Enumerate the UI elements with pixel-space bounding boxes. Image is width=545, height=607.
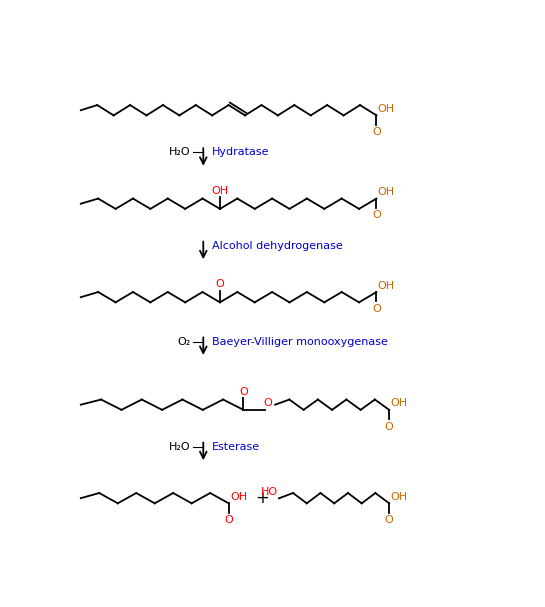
Text: Baeyer-Villiger monooxygenase: Baeyer-Villiger monooxygenase [212, 337, 387, 347]
Text: OH: OH [378, 104, 395, 114]
Text: O: O [385, 421, 393, 432]
Text: OH: OH [390, 398, 408, 409]
Text: O: O [224, 515, 233, 525]
Text: O: O [216, 279, 225, 290]
Text: H₂O: H₂O [169, 442, 191, 452]
Text: O: O [385, 515, 393, 525]
Text: Alcohol dehydrogenase: Alcohol dehydrogenase [212, 241, 342, 251]
Text: O: O [372, 210, 381, 220]
Text: OH: OH [230, 492, 247, 502]
Text: O₂: O₂ [177, 337, 191, 347]
Text: HO: HO [261, 487, 278, 497]
Text: OH: OH [390, 492, 408, 502]
Text: O: O [372, 127, 381, 137]
Text: O: O [239, 387, 248, 397]
Text: OH: OH [211, 186, 228, 196]
Text: O: O [263, 398, 272, 409]
Text: O: O [372, 304, 381, 314]
Text: OH: OH [378, 187, 395, 197]
Text: H₂O: H₂O [169, 148, 191, 157]
Text: +: + [256, 489, 269, 507]
Text: Esterase: Esterase [212, 442, 260, 452]
Text: Hydratase: Hydratase [212, 148, 269, 157]
Text: OH: OH [378, 280, 395, 291]
